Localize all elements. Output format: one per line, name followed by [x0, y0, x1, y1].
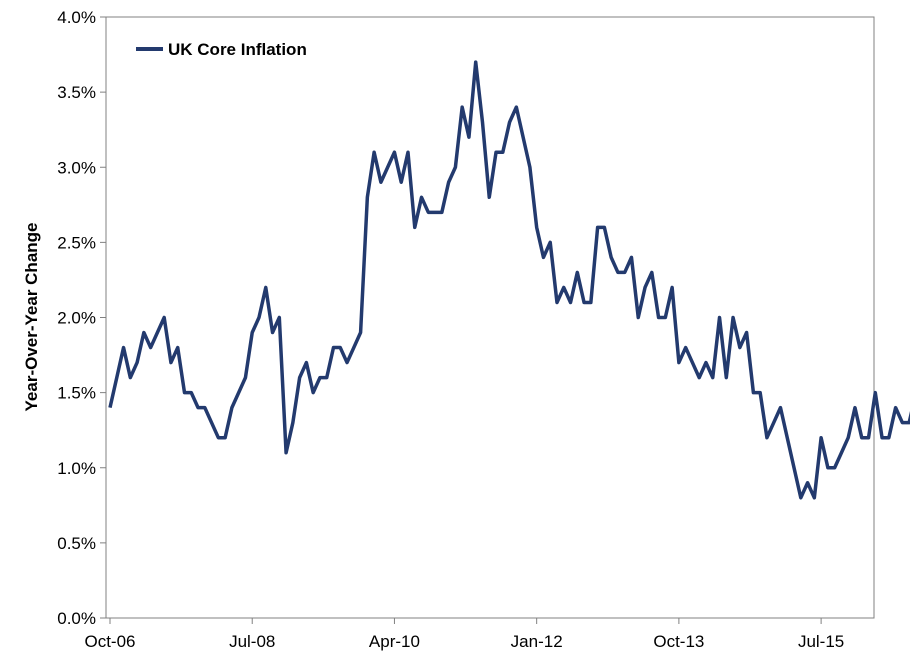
x-tick-label: Oct-13	[653, 632, 704, 651]
y-tick-label: 3.5%	[57, 83, 96, 102]
x-axis: Oct-06 Jul-08 Apr-10 Jan-12 Oct-13 Jul-15	[84, 618, 844, 651]
x-tick-label: Jul-15	[798, 632, 844, 651]
y-tick-label: 0.0%	[57, 609, 96, 628]
y-axis-title: Year-Over-Year Change	[22, 223, 41, 412]
x-tick-label: Apr-10	[369, 632, 420, 651]
series-layer	[110, 62, 910, 498]
y-tick-label: 4.0%	[57, 8, 96, 27]
y-tick-label: 0.5%	[57, 534, 96, 553]
legend: UK Core Inflation	[136, 40, 307, 59]
y-tick-label: 3.0%	[57, 158, 96, 177]
legend-label: UK Core Inflation	[168, 40, 307, 59]
x-tick-label: Oct-06	[84, 632, 135, 651]
y-tick-label: 1.0%	[57, 459, 96, 478]
y-tick-label: 1.5%	[57, 384, 96, 403]
plot-area-frame	[106, 17, 874, 618]
y-tick-label: 2.0%	[57, 309, 96, 328]
x-tick-label: Jan-12	[511, 632, 563, 651]
y-axis: 0.0% 0.5% 1.0% 1.5% 2.0% 2.5% 3.0% 3.5% 4.0%	[57, 8, 106, 628]
x-tick-label: Jul-08	[229, 632, 275, 651]
series-line-uk-core-inflation	[110, 62, 910, 498]
y-tick-label: 2.5%	[57, 233, 96, 252]
